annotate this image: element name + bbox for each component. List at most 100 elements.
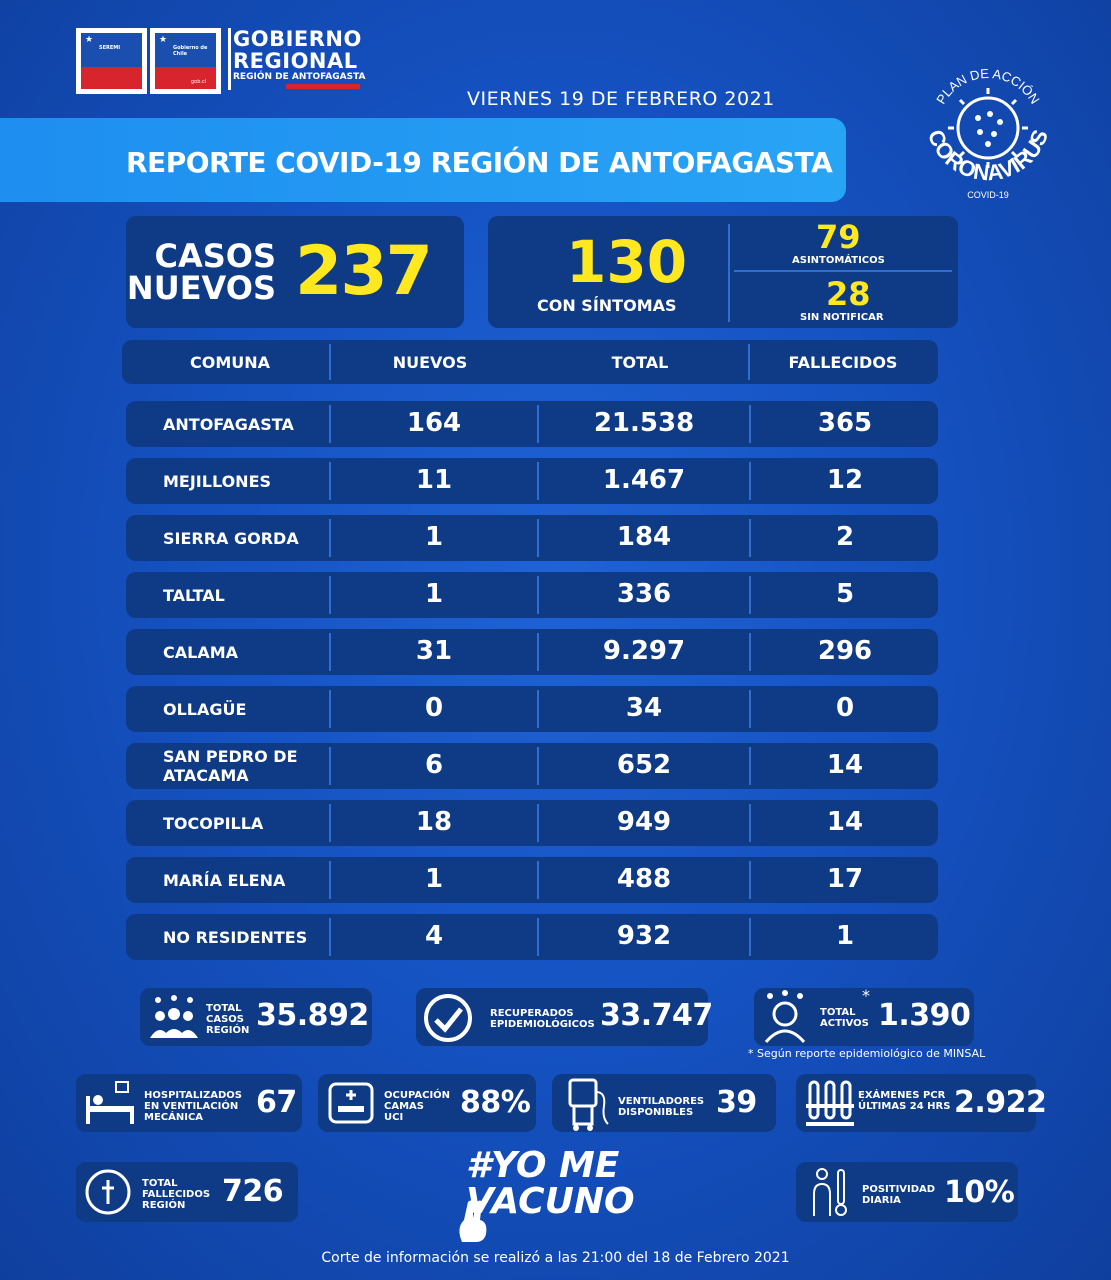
row-separator (329, 804, 331, 842)
comuna-name: SAN PEDRO DE ATACAMA (163, 747, 298, 785)
table-row (126, 914, 938, 960)
total-value: 949 (616, 807, 672, 837)
total-value: 21.538 (593, 408, 695, 438)
comuna-name-line: ANTOFAGASTA (163, 415, 294, 434)
row-separator (537, 918, 539, 956)
table-row (126, 686, 938, 732)
row-separator (537, 747, 539, 785)
table-row (126, 800, 938, 846)
table-row (126, 458, 938, 504)
comuna-name: TOCOPILLA (163, 814, 263, 833)
recuperados-value: 33.747 (600, 998, 713, 1033)
header-separator (329, 344, 331, 380)
badge-sub-text: COVID-19 (967, 190, 1009, 198)
row-separator (329, 462, 331, 500)
row-separator (537, 804, 539, 842)
row-separator (329, 918, 331, 956)
total-value: 1.467 (602, 465, 686, 495)
row-separator (749, 576, 751, 614)
row-separator (749, 918, 751, 956)
sick-person-icon (764, 990, 806, 1044)
positividad-label: POSITIVIDAD DIARIA (862, 1184, 936, 1206)
sin-notificar-value: 28 (826, 275, 871, 313)
row-separator (749, 462, 751, 500)
ventiladores-label: VENTILADORES DISPONIBLES (618, 1096, 705, 1118)
fallecidos-value: 12 (826, 465, 864, 495)
hospitalizados-card (76, 1074, 302, 1132)
comuna-name-line: CALAMA (163, 643, 239, 662)
total-value: 932 (616, 921, 672, 951)
coronavirus-badge: PLAN DE ACCIÓN CORONAVIRUS COVID-19 (923, 66, 1053, 198)
activos-label: TOTAL ACTIVOS (820, 1007, 869, 1029)
examenes-label: EXÁMENES PCR ÚLTIMAS 24 HRS (858, 1090, 951, 1112)
comuna-name-line: TALTAL (163, 586, 225, 605)
col-total: TOTAL (611, 353, 669, 372)
casos-nuevos-panel (126, 216, 464, 328)
fallecidos-value: 726 (222, 1174, 284, 1209)
footer-note: Corte de información se realizó a las 21… (321, 1250, 790, 1266)
casos-nuevos-label: CASOS NUEVOS (126, 237, 276, 307)
nuevos-value: 164 (406, 408, 462, 438)
row-separator (329, 576, 331, 614)
ventilator-icon (568, 1078, 609, 1131)
fallecidos-value: 17 (826, 864, 864, 894)
comuna-name: ANTOFAGASTA (163, 415, 294, 434)
col-nuevos: NUEVOS (392, 353, 468, 372)
table-row (126, 629, 938, 675)
total-value: 184 (616, 522, 672, 552)
cross-icon (85, 1169, 131, 1215)
total-value: 336 (616, 579, 672, 609)
table-header (122, 340, 938, 384)
col-fallecidos: FALLECIDOS (788, 353, 898, 372)
comuna-name: TALTAL (163, 586, 225, 605)
page-title: REPORTE COVID-19 REGIÓN DE ANTOFAGASTA (126, 146, 833, 179)
ventiladores-card (552, 1074, 776, 1132)
row-separator (749, 633, 751, 671)
report-date: VIERNES 19 DE FEBRERO 2021 (467, 88, 775, 110)
comuna-name-line: MARÍA ELENA (163, 871, 286, 890)
recovered-virus-icon (424, 994, 472, 1042)
hospitalizados-label: HOSPITALIZADOS EN VENTILACIÓN MECÁNICA (144, 1090, 242, 1123)
table-row (126, 401, 938, 447)
comuna-name-line: SAN PEDRO DE (163, 747, 298, 766)
casos-nuevos-value: 237 (295, 232, 433, 311)
comuna-name: OLLAGÜE (163, 700, 246, 719)
row-separator (329, 690, 331, 728)
row-separator (537, 405, 539, 443)
row-separator (537, 861, 539, 899)
row-separator (749, 747, 751, 785)
svg-text:CORONAVIRUS: CORONAVIRUS (923, 126, 1053, 185)
title-banner (0, 118, 846, 202)
row-separator (537, 690, 539, 728)
region-underline (286, 84, 360, 89)
comuna-name-line: SIERRA GORDA (163, 529, 299, 548)
nuevos-value: 1 (424, 864, 444, 894)
test-tubes-icon (806, 1080, 854, 1126)
total-casos-label: TOTAL CASOS REGIÓN (206, 1003, 250, 1036)
nuevos-value: 18 (415, 807, 453, 837)
fallecidos-value: 365 (817, 408, 873, 438)
activos-card (754, 988, 974, 1046)
comuna-name-line: ATACAMA (163, 766, 249, 785)
fallecidos-value: 14 (826, 807, 864, 837)
total-value: 9.297 (602, 636, 686, 666)
comuna-name-line: OLLAGÜE (163, 700, 247, 719)
region-label: REGIÓN DE ANTOFAGASTA (233, 72, 366, 82)
ventiladores-value: 39 (716, 1085, 757, 1120)
row-separator (329, 747, 331, 785)
fallecidos-value: 296 (817, 636, 873, 666)
row-separator (749, 861, 751, 899)
row-separator (329, 861, 331, 899)
nuevos-value: 11 (415, 465, 453, 495)
fallecidos-value: 0 (835, 693, 855, 723)
svg-text:PLAN DE ACCIÓN: PLAN DE ACCIÓN (933, 66, 1042, 107)
recuperados-card (416, 988, 708, 1046)
badge-main-text: CORONAVIRUS (923, 126, 1053, 185)
fallecidos-value: 5 (835, 579, 855, 609)
fallecidos-value: 1 (835, 921, 855, 951)
total-casos-value: 35.892 (256, 998, 369, 1033)
fallecidos-value: 2 (835, 522, 855, 552)
ocupacion-label: OCUPACIÓN CAMAS UCI (384, 1090, 451, 1123)
nuevos-value: 1 (424, 579, 444, 609)
row-separator (749, 690, 751, 728)
